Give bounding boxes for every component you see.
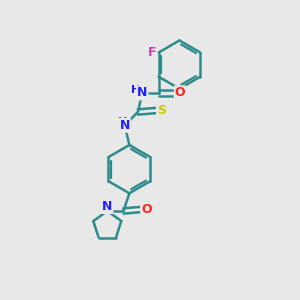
Text: O: O <box>141 203 152 216</box>
Text: H: H <box>131 85 140 95</box>
Text: S: S <box>157 104 166 117</box>
Text: H: H <box>118 117 127 127</box>
Text: F: F <box>148 46 156 59</box>
Text: N: N <box>119 119 130 132</box>
Text: N: N <box>102 200 112 213</box>
Text: N: N <box>137 86 148 99</box>
Text: O: O <box>175 86 185 99</box>
